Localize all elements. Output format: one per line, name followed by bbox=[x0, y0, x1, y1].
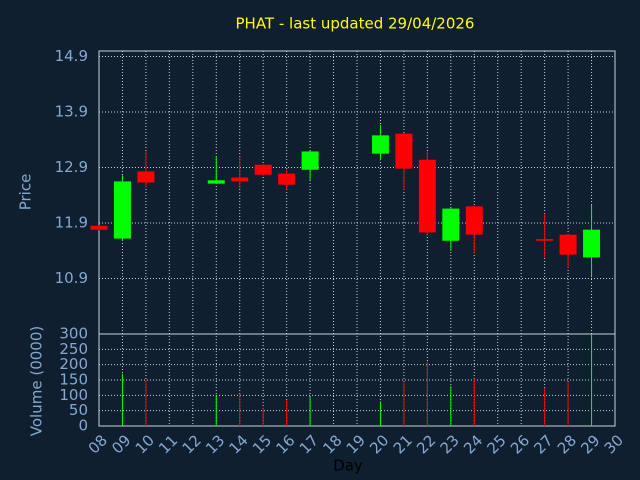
candle-body bbox=[254, 164, 272, 175]
y-tick-label: 10.9 bbox=[55, 269, 88, 287]
y-tick-label: 13.9 bbox=[55, 103, 88, 121]
x-tick-label: 25 bbox=[484, 431, 510, 457]
candle-body bbox=[418, 159, 436, 233]
x-tick-label: 26 bbox=[507, 431, 533, 457]
volume-tick-label: 150 bbox=[59, 371, 88, 389]
x-tick-label: 17 bbox=[296, 431, 322, 457]
candle-body bbox=[207, 180, 225, 184]
volume-tick-label: 250 bbox=[59, 340, 88, 358]
x-tick-label: 29 bbox=[577, 431, 603, 457]
candle-body bbox=[583, 229, 601, 258]
x-tick-label: 28 bbox=[554, 431, 580, 457]
x-tick-label: 08 bbox=[85, 431, 111, 457]
x-tick-label: 16 bbox=[272, 431, 298, 457]
x-tick-label: 30 bbox=[601, 431, 627, 457]
x-tick-label: 20 bbox=[366, 431, 392, 457]
candle-body bbox=[90, 225, 108, 230]
candle-body bbox=[371, 135, 389, 154]
candle-body bbox=[231, 177, 249, 182]
volume-tick-label: 0 bbox=[78, 417, 88, 435]
y-tick-label: 11.9 bbox=[55, 214, 88, 232]
volume-tick-label: 100 bbox=[59, 386, 88, 404]
candle-body bbox=[278, 173, 296, 185]
candle-body bbox=[442, 208, 460, 241]
x-tick-label: 12 bbox=[179, 431, 205, 457]
y-tick-label: 12.9 bbox=[55, 158, 88, 176]
candle-body bbox=[113, 181, 131, 239]
y-tick-label: 14.9 bbox=[55, 47, 88, 65]
x-tick-label: 14 bbox=[226, 431, 252, 457]
x-tick-label: 24 bbox=[460, 431, 486, 457]
volume-tick-label: 300 bbox=[59, 325, 88, 343]
x-tick-label: 18 bbox=[319, 431, 345, 457]
x-tick-label: 11 bbox=[155, 431, 181, 457]
candle-body bbox=[137, 171, 155, 183]
x-tick-label: 22 bbox=[413, 431, 439, 457]
candle-body bbox=[395, 133, 413, 169]
volume-tick-label: 200 bbox=[59, 355, 88, 373]
volume-tick-label: 50 bbox=[69, 401, 88, 419]
volume-axis-label: Volume (0000) bbox=[28, 326, 46, 436]
candle-body bbox=[536, 239, 554, 241]
x-tick-label: 19 bbox=[343, 431, 369, 457]
chart-title: PHAT - last updated 29/04/2026 bbox=[236, 15, 475, 33]
x-tick-label: 21 bbox=[390, 431, 416, 457]
x-tick-label: 10 bbox=[132, 431, 158, 457]
candle-body bbox=[301, 151, 319, 170]
candle-body bbox=[559, 234, 577, 255]
x-tick-label: 27 bbox=[530, 431, 556, 457]
candle-body bbox=[465, 206, 483, 235]
x-axis-label: Day bbox=[333, 457, 363, 475]
x-tick-label: 23 bbox=[437, 431, 463, 457]
y-axis-label: Price bbox=[17, 174, 35, 211]
x-tick-label: 13 bbox=[202, 431, 228, 457]
x-tick-label: 09 bbox=[108, 431, 134, 457]
x-tick-label: 15 bbox=[249, 431, 275, 457]
